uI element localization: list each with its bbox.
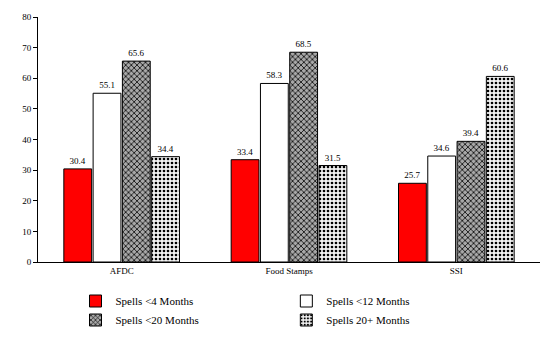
svg-text:65.6: 65.6 [128, 48, 144, 58]
svg-text:20: 20 [22, 196, 32, 206]
svg-text:30: 30 [22, 165, 32, 175]
svg-text:50: 50 [22, 104, 32, 114]
svg-text:68.5: 68.5 [296, 39, 312, 49]
svg-text:55.1: 55.1 [99, 80, 115, 90]
svg-text:AFDC: AFDC [110, 266, 134, 276]
svg-text:31.5: 31.5 [325, 153, 341, 163]
svg-text:Food Stamps: Food Stamps [265, 266, 313, 276]
svg-text:Spells <12 Months: Spells <12 Months [326, 295, 409, 307]
svg-text:25.7: 25.7 [404, 170, 420, 180]
svg-text:60.6: 60.6 [492, 63, 508, 73]
svg-text:80: 80 [22, 12, 32, 22]
svg-text:58.3: 58.3 [266, 70, 282, 80]
svg-text:40: 40 [22, 135, 32, 145]
svg-text:0: 0 [27, 257, 32, 267]
svg-text:33.4: 33.4 [237, 147, 253, 157]
svg-text:Spells 20+ Months: Spells 20+ Months [326, 314, 409, 326]
svg-text:39.4: 39.4 [463, 128, 479, 138]
svg-text:10: 10 [22, 227, 32, 237]
svg-text:SSI: SSI [450, 266, 463, 276]
svg-text:30.4: 30.4 [70, 156, 86, 166]
svg-text:34.4: 34.4 [157, 144, 173, 154]
svg-text:34.6: 34.6 [434, 143, 450, 153]
svg-text:Spells <20 Months: Spells <20 Months [116, 314, 199, 326]
svg-text:70: 70 [22, 43, 32, 53]
svg-text:Spells <4 Months: Spells <4 Months [116, 295, 194, 307]
svg-text:60: 60 [22, 73, 32, 83]
